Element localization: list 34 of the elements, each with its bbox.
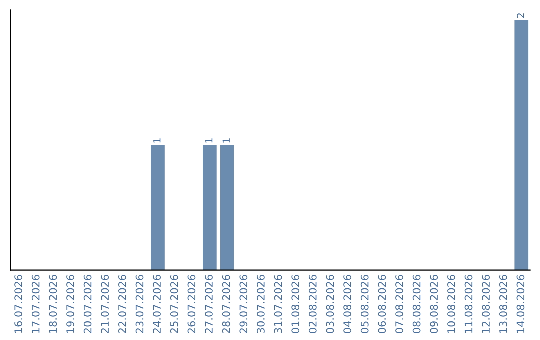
data-label: 1 — [222, 138, 230, 143]
data-label: 1 — [206, 138, 213, 143]
x-tick-label: 23.07.2026 — [136, 275, 144, 334]
x-tick-label: 08.08.2026 — [412, 275, 421, 334]
x-tick-label: 13.08.2026 — [499, 275, 508, 333]
x-tick-label: 28.07.2026 — [222, 275, 230, 334]
x-tick-label: 20.07.2026 — [84, 275, 92, 334]
x-tick-label: 19.07.2026 — [66, 275, 74, 333]
x-tick-label: 27.07.2026 — [205, 275, 213, 334]
x-tick-label: 24.07.2026 — [153, 275, 162, 334]
x-tick-label: 05.08.2026 — [360, 275, 369, 334]
x-tick-label: 18.07.2026 — [49, 275, 58, 333]
x-tick-label: 14.08.2026 — [516, 275, 525, 333]
x-tick-label: 16.07.2026 — [14, 275, 22, 333]
x-tick-label: 01.08.2026 — [292, 275, 300, 334]
x-tick-label: 22.07.2026 — [118, 275, 126, 334]
x-tick-label: 21.07.2026 — [101, 275, 110, 334]
x-tick-label: 29.07.2026 — [240, 275, 248, 334]
x-tick-label: 09.08.2026 — [430, 275, 438, 334]
x-tick-label: 12.08.2026 — [482, 275, 490, 333]
x-tick-label: 26.07.2026 — [188, 275, 196, 334]
x-tick-label: 25.07.2026 — [170, 275, 178, 334]
x-tick-label: 10.08.2026 — [448, 275, 456, 333]
x-tick-label: 06.08.2026 — [378, 275, 386, 334]
x-tick-label: 04.08.2026 — [344, 275, 352, 334]
x-tick-label: 17.07.2026 — [32, 275, 40, 333]
x-tick-label: 02.08.2026 — [308, 275, 317, 334]
data-label: 1 — [154, 138, 161, 143]
x-tick-label: 31.07.2026 — [274, 275, 282, 334]
x-tick-label: 03.08.2026 — [326, 275, 334, 334]
data-label: 2 — [517, 14, 524, 18]
x-tick-label: 11.08.2026 — [464, 275, 473, 333]
x-tick-label: 07.08.2026 — [396, 275, 404, 334]
x-tick-label: 30.07.2026 — [257, 275, 265, 334]
